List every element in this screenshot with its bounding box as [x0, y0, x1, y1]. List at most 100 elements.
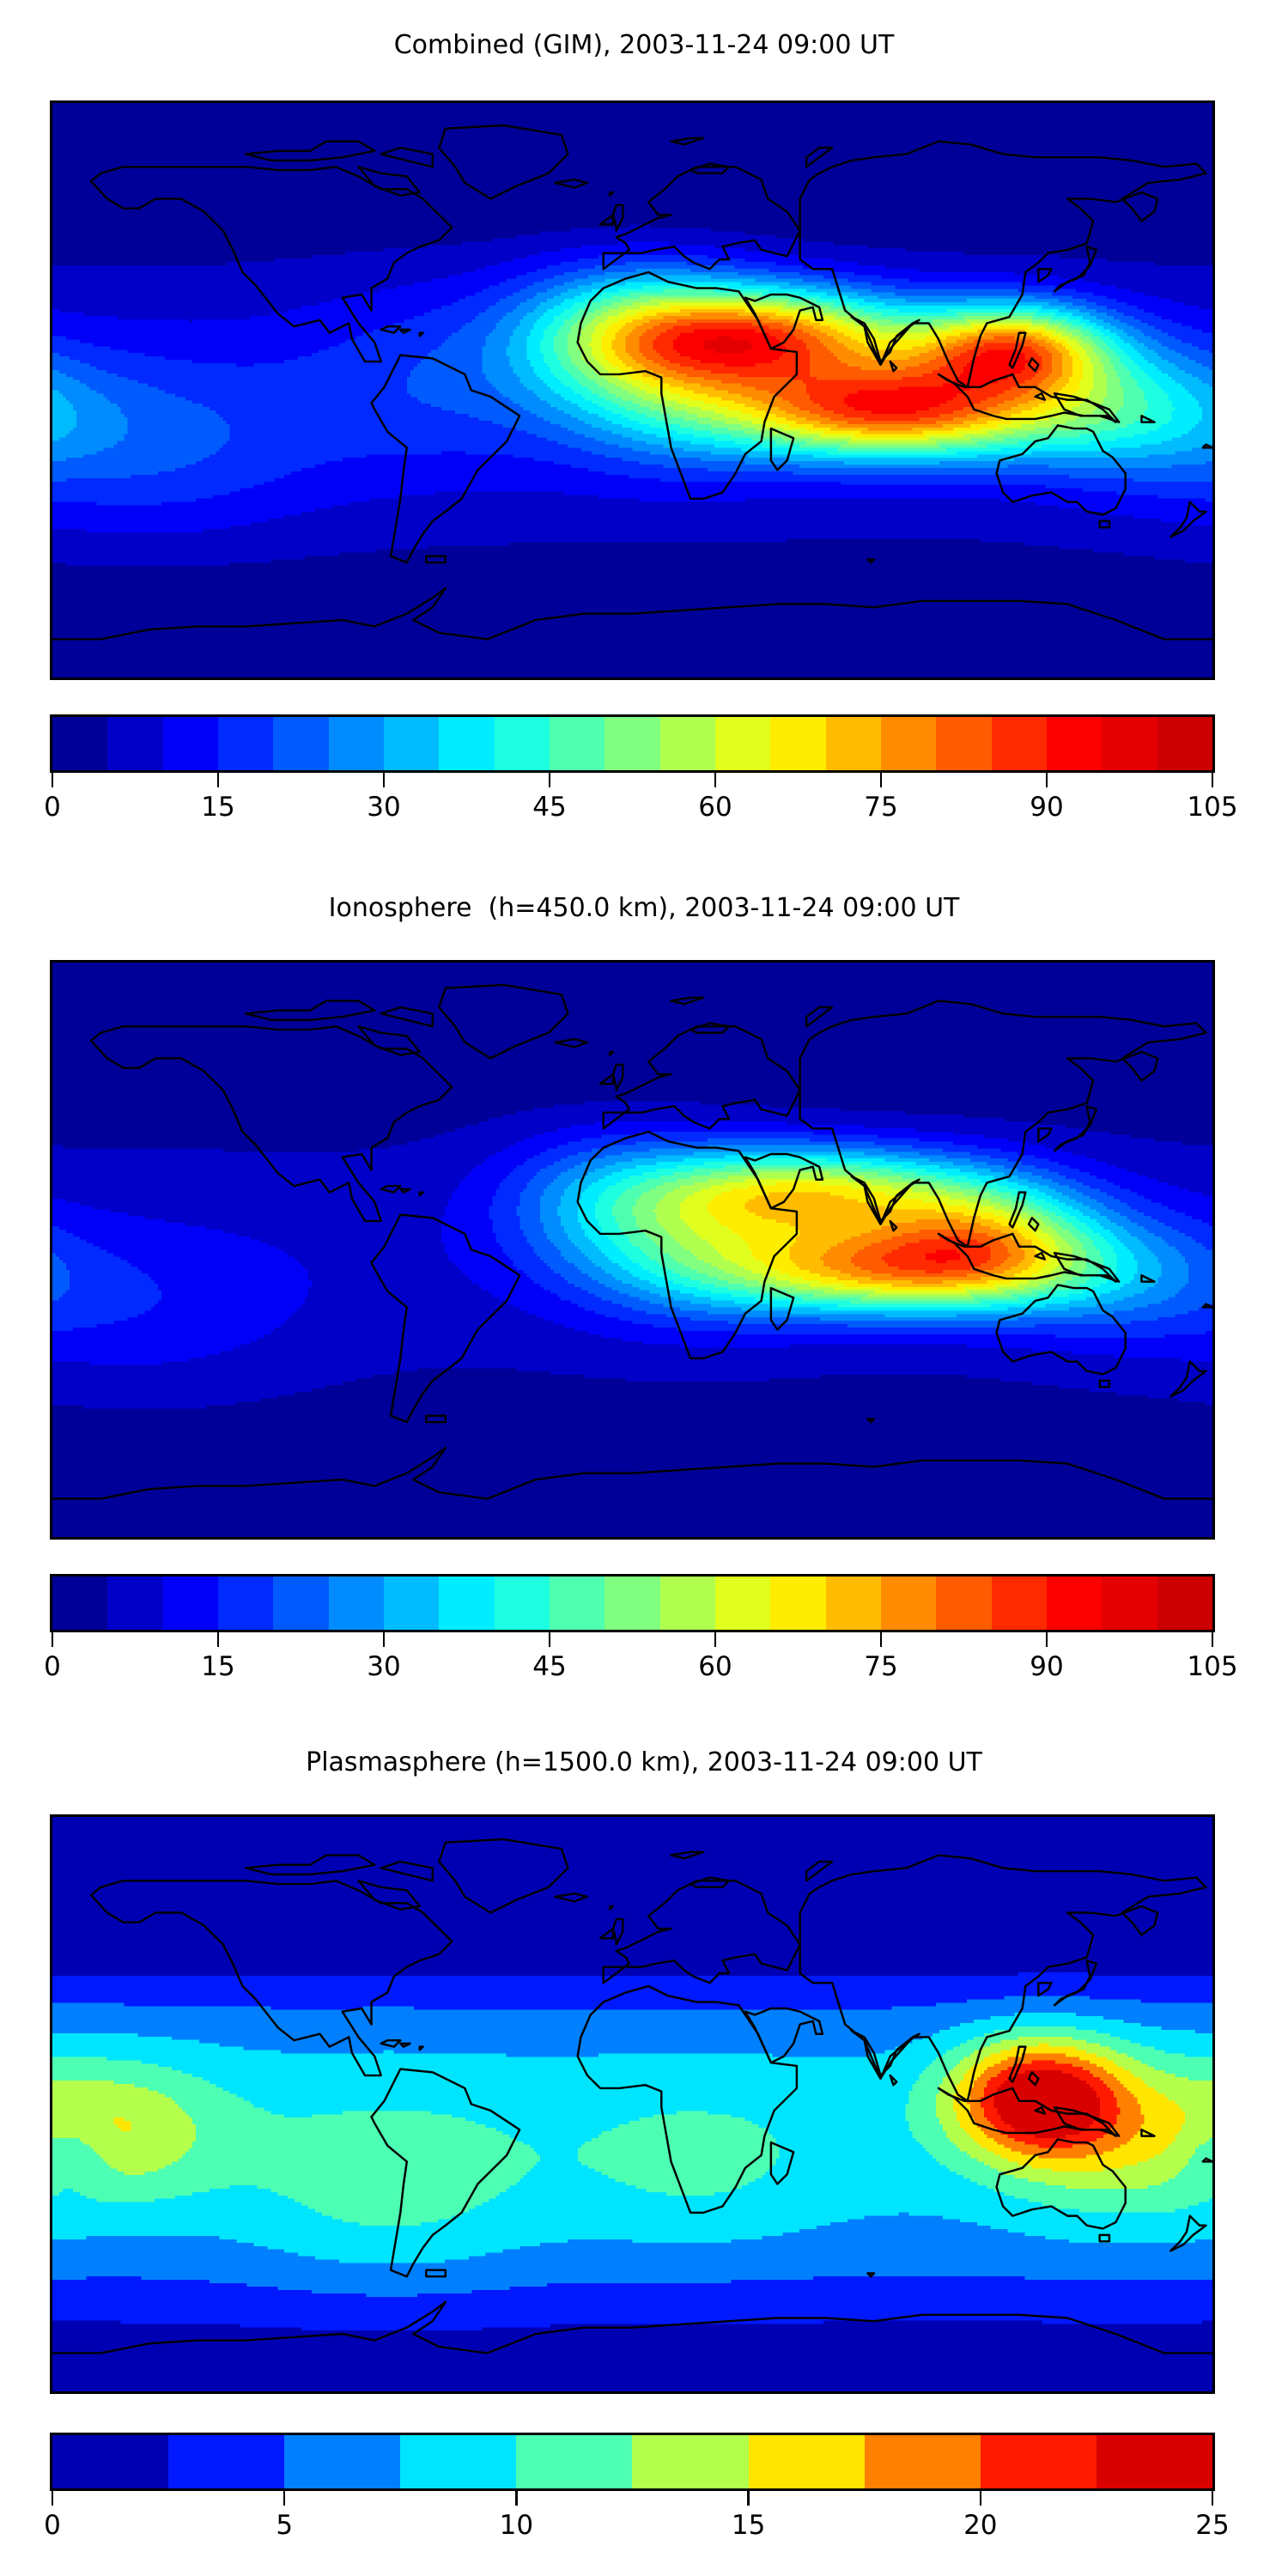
colorbar-band — [991, 1577, 1047, 1630]
colorbar-tick-mark — [747, 2491, 750, 2506]
colorbar-gradient-combined-gim — [50, 714, 1215, 773]
colorbar-tick-mark — [51, 1632, 54, 1647]
colorbar-band — [770, 717, 826, 770]
colorbar-tick-label: 5 — [276, 2510, 294, 2541]
colorbar-tick-label: 45 — [532, 792, 567, 823]
map-ionosphere-450km — [50, 960, 1215, 1540]
colorbar-band — [549, 1577, 605, 1630]
colorbar-tick-mark — [216, 773, 220, 787]
colorbar-band — [217, 717, 274, 770]
colorbar-band — [383, 717, 440, 770]
colorbar-gradient-plasmasphere-1500km — [50, 2433, 1215, 2491]
colorbar-tick-mark — [879, 1632, 883, 1647]
colorbar-tick-mark — [548, 773, 551, 787]
colorbar-band — [714, 717, 771, 770]
colorbar-tick-mark — [879, 773, 883, 787]
colorbar-band — [284, 2435, 401, 2488]
contour-field-ionosphere-450km — [52, 963, 1212, 1537]
colorbar-band — [1157, 717, 1212, 770]
colorbar-band — [400, 2435, 517, 2488]
colorbar-tick-label: 25 — [1195, 2510, 1230, 2541]
colorbar-tick-label: 60 — [698, 1651, 732, 1682]
panel-title-plasmasphere-1500km: Plasmasphere (h=1500.0 km), 2003-11-24 0… — [306, 1747, 982, 1777]
colorbar-tick-mark — [1211, 1632, 1214, 1647]
colorbar-band — [770, 1577, 826, 1630]
colorbar-band — [52, 717, 108, 770]
colorbar-tick-label: 30 — [367, 792, 401, 823]
colorbar-gradient-ionosphere-450km — [50, 1574, 1215, 1632]
colorbar-band — [659, 1577, 715, 1630]
colorbar-band — [1102, 717, 1157, 770]
colorbar-band — [936, 717, 992, 770]
colorbar-tick-label: 15 — [731, 2510, 766, 2541]
colorbar-tick-label: 45 — [532, 1651, 567, 1682]
colorbar-band — [880, 1577, 937, 1630]
colorbar-tick-mark — [979, 2491, 982, 2506]
contour-field-plasmasphere-1500km — [52, 1817, 1212, 2391]
colorbar-tick-mark — [382, 1632, 386, 1647]
colorbar-tick-mark — [714, 1632, 717, 1647]
colorbar-tick-label: 75 — [864, 792, 898, 823]
colorbar-tick-mark — [283, 2491, 286, 2506]
coastlines — [52, 124, 1212, 641]
colorbar-band — [328, 1577, 384, 1630]
coastlines — [52, 983, 1212, 1500]
colorbar-tick-mark — [515, 2491, 518, 2506]
panel-title-combined-gim: Combined (GIM), 2003-11-24 09:00 UT — [393, 30, 895, 60]
colorbar-band — [714, 1577, 771, 1630]
colorbar-tick-label: 105 — [1187, 1651, 1238, 1682]
colorbar-band — [273, 1577, 329, 1630]
colorbar-band — [162, 717, 218, 770]
colorbar-tick-mark — [714, 773, 717, 787]
colorbar-band — [328, 717, 384, 770]
colorbar-band — [748, 2435, 865, 2488]
colorbar-band — [516, 2435, 633, 2488]
panel-title-ionosphere-450km: Ionosphere (h=450.0 km), 2003-11-24 09:0… — [328, 893, 960, 923]
colorbar-band — [107, 717, 163, 770]
colorbar-band — [864, 2435, 981, 2488]
colorbar-band — [605, 1577, 660, 1630]
colorbar-band — [439, 1577, 495, 1630]
colorbar-band — [936, 1577, 992, 1630]
colorbar-tick-mark — [1211, 773, 1214, 787]
colorbar-band — [494, 1577, 550, 1630]
colorbar-plasmasphere-1500km: 0 5 10 15 20 25 — [44, 2433, 1230, 2568]
colorbar-tick-mark — [51, 773, 54, 787]
colorbar-band — [1157, 1577, 1212, 1630]
colorbar-band — [549, 717, 605, 770]
colorbar-ionosphere-450km: 0 15 30 45 60 75 90 105 — [44, 1574, 1238, 1710]
colorbar-tick-mark — [1045, 1632, 1048, 1647]
colorbar-tick-label: 10 — [499, 2510, 534, 2541]
colorbar-band — [107, 1577, 163, 1630]
colorbar-combined-gim: 0 15 30 45 60 75 90 105 — [44, 714, 1238, 850]
colorbar-tick-mark — [216, 1632, 220, 1647]
map-combined-gim — [50, 100, 1215, 680]
colorbar-tick-label: 30 — [367, 1651, 401, 1682]
colorbar-band — [168, 2435, 285, 2488]
colorbar-tick-label: 0 — [44, 792, 61, 823]
colorbar-tick-label: 105 — [1187, 792, 1238, 823]
colorbar-tick-label: 75 — [864, 1651, 898, 1682]
colorbar-band — [1096, 2435, 1212, 2488]
colorbar-band — [659, 717, 715, 770]
colorbar-tick-mark — [1211, 2491, 1214, 2506]
colorbar-band — [825, 1577, 881, 1630]
colorbar-band — [1046, 717, 1103, 770]
colorbar-band — [632, 2435, 749, 2488]
colorbar-tick-mark — [382, 773, 386, 787]
colorbar-band — [605, 717, 660, 770]
colorbar-band — [1046, 1577, 1103, 1630]
colorbar-band — [494, 717, 550, 770]
colorbar-tick-label: 90 — [1030, 1651, 1064, 1682]
colorbar-band — [991, 717, 1047, 770]
colorbar-tick-label: 0 — [44, 1651, 61, 1682]
colorbar-tick-mark — [548, 1632, 551, 1647]
colorbar-band — [1102, 1577, 1157, 1630]
colorbar-tick-label: 15 — [201, 792, 235, 823]
colorbar-tick-label: 0 — [44, 2510, 61, 2541]
contour-field-combined-gim — [52, 103, 1212, 677]
colorbar-band — [825, 717, 881, 770]
